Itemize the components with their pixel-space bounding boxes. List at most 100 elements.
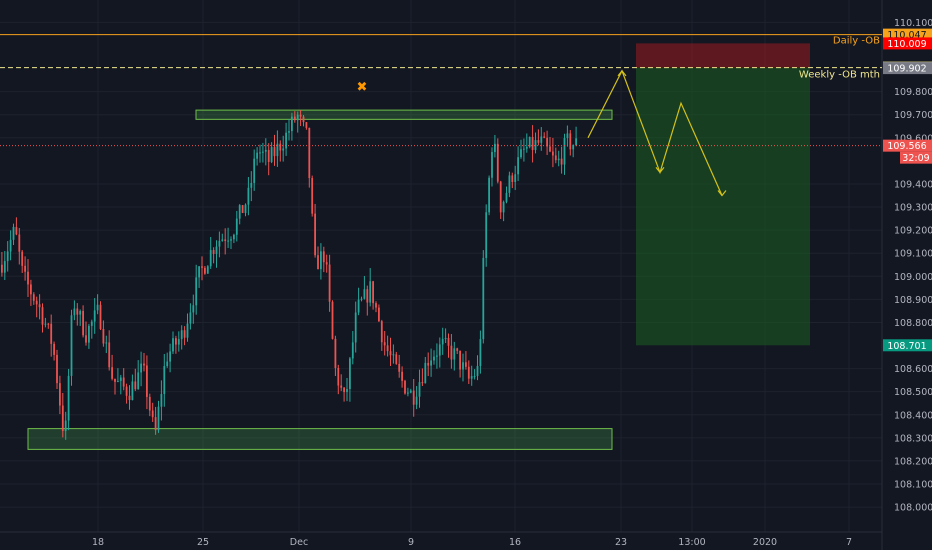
x-tick-label: Dec — [290, 537, 308, 548]
candle-body — [238, 205, 241, 219]
candle-body — [386, 345, 389, 352]
candle-body — [293, 116, 296, 121]
candle-body — [273, 147, 276, 157]
candle-body — [433, 356, 435, 361]
candle-body — [395, 354, 398, 364]
candle-body — [175, 338, 177, 345]
candle-body — [380, 321, 383, 343]
y-tick-label: 108.500 — [894, 387, 932, 398]
candle-body — [99, 304, 102, 329]
candle-body — [494, 143, 496, 153]
supply-zone — [195, 109, 613, 120]
candle-body — [528, 136, 531, 147]
candle-body — [485, 212, 488, 258]
candle-body — [337, 367, 340, 386]
price-badge-bg — [883, 339, 932, 352]
candle-body — [560, 158, 563, 165]
candle-body — [61, 405, 64, 432]
candle-body — [517, 157, 519, 175]
price-badge: 110.047 — [887, 30, 926, 41]
candle-body — [206, 266, 209, 274]
candle-body — [372, 281, 374, 304]
candle-body — [450, 345, 453, 360]
candle-body — [227, 240, 229, 242]
candle-body — [143, 363, 145, 366]
candle-body — [32, 294, 35, 301]
candle-body — [93, 310, 96, 322]
candle-body — [537, 140, 540, 143]
price-badge-bg — [883, 62, 932, 75]
candle-body — [59, 383, 61, 406]
candle-body — [349, 358, 351, 390]
x-tick-label: 25 — [197, 537, 209, 548]
candle-body — [375, 303, 377, 308]
candle-body — [482, 257, 485, 340]
candle-body — [508, 175, 511, 193]
take-profit-zone — [636, 67, 810, 346]
candle-body — [438, 344, 441, 356]
candle-body — [456, 348, 459, 351]
candle-body — [554, 155, 557, 161]
candle-body — [360, 298, 363, 300]
candle-body — [328, 264, 331, 302]
x-tick-label: 2020 — [753, 537, 777, 548]
candle-body — [343, 387, 345, 393]
y-tick-label: 109.400 — [894, 179, 932, 190]
candle-body — [172, 338, 174, 352]
candle-body — [499, 181, 502, 213]
time-axis[interactable]: 18 25 Dec 9 16 23 13:00 2020 7 — [92, 537, 852, 548]
candle-body — [180, 330, 183, 340]
candle-body — [204, 267, 206, 274]
candle-body — [320, 251, 322, 270]
stop-loss-zone — [636, 43, 810, 68]
candle-body — [491, 152, 493, 178]
candle-body — [296, 114, 299, 121]
candle-body — [117, 380, 119, 382]
candle-body — [105, 342, 108, 344]
candle-body — [218, 240, 221, 247]
candle-body — [21, 251, 24, 266]
candle-body — [325, 262, 328, 265]
candle-body — [299, 114, 302, 117]
candle-body — [285, 132, 287, 149]
candle-body — [151, 410, 154, 418]
candle-body — [114, 378, 116, 382]
candle-body — [128, 395, 131, 400]
candle-body — [563, 138, 566, 165]
y-tick-label: 108.900 — [894, 295, 932, 306]
candle-body — [146, 365, 148, 397]
candle-body — [148, 396, 151, 411]
candle-body — [79, 310, 82, 315]
candle-body — [409, 390, 412, 393]
candle-body — [308, 127, 311, 179]
candle-body — [6, 251, 9, 262]
candle-body — [447, 337, 450, 346]
arrow-head — [617, 69, 627, 77]
candle-body — [82, 310, 84, 336]
candle-body — [9, 239, 12, 252]
x-tick-label: 13:00 — [678, 537, 705, 548]
y-tick-label: 108.600 — [894, 364, 932, 375]
candle-body — [85, 335, 87, 343]
countdown-badge: 32:09 — [902, 153, 929, 164]
candle-body — [514, 174, 517, 183]
candle-body — [505, 192, 508, 202]
candle-body — [476, 365, 479, 376]
candle-body — [415, 396, 418, 405]
candle-body — [111, 367, 113, 379]
price-badge: 109.902 — [887, 64, 926, 75]
price-badge-bg — [883, 139, 932, 152]
daily-ob-label: Daily -OB — [833, 36, 880, 47]
candle-body — [186, 323, 189, 338]
countdown-badge-bg — [900, 151, 932, 164]
y-tick-label: 108.400 — [894, 410, 932, 421]
price-axis[interactable]: 110.100 109.800 109.700 109.600 109.400 109.3… — [883, 18, 932, 514]
candle-body — [523, 148, 525, 150]
x-marker: ✖ — [357, 80, 368, 95]
y-tick-label: 109.100 — [894, 249, 932, 260]
price-badge-bg — [883, 37, 932, 50]
candle-body — [525, 146, 528, 149]
candle-body — [90, 321, 93, 326]
